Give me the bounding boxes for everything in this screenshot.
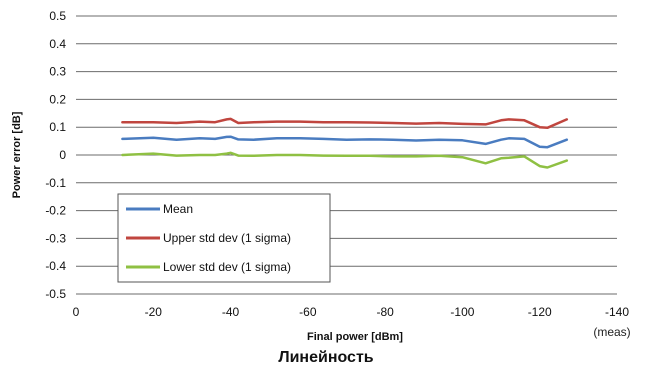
legend: Mean Upper std dev (1 sigma) Lower std d… xyxy=(117,193,331,283)
y-tick-label: 0.4 xyxy=(49,37,66,51)
x-tick-label: -80 xyxy=(376,305,394,319)
legend-label-upper: Upper std dev (1 sigma) xyxy=(163,231,291,245)
y-tick-label: 0.2 xyxy=(49,92,66,106)
y-tick-label: 0.5 xyxy=(49,9,66,23)
x-tick-label: -40 xyxy=(222,305,240,319)
y-tick-label: -0.2 xyxy=(45,204,66,218)
y-tick-label: 0.1 xyxy=(49,120,66,134)
x-tick-label: -20 xyxy=(145,305,163,319)
y-tick-label: -0.4 xyxy=(45,259,66,273)
x-tick-labels: 0 -20 -40 -60 -80 -100 -120 -140 xyxy=(73,305,630,319)
x-axis-note: (meas) xyxy=(593,325,630,339)
series-lines xyxy=(121,117,569,169)
figure-caption: Линейность xyxy=(278,349,373,366)
y-tick-label: -0.1 xyxy=(45,176,66,190)
x-tick-label: -60 xyxy=(299,305,317,319)
x-tick-label: 0 xyxy=(73,305,80,319)
legend-label-mean: Mean xyxy=(163,202,193,216)
series-line-1 xyxy=(121,117,569,130)
y-tick-labels: 0.5 0.4 0.3 0.2 0.1 0 -0.1 -0.2 -0.3 -0.4 -0.5 xyxy=(45,9,66,301)
y-tick-label: 0.3 xyxy=(49,65,66,79)
x-tick-label: -120 xyxy=(528,305,552,319)
y-tick-label: 0 xyxy=(59,148,66,162)
x-tick-label: -140 xyxy=(605,305,629,319)
y-axis-title: Power error [dB] xyxy=(11,111,23,198)
x-tick-label: -100 xyxy=(450,305,474,319)
x-axis-title: Final power [dBm] xyxy=(307,331,403,343)
series-line-0 xyxy=(121,135,569,149)
y-tick-label: -0.3 xyxy=(45,231,66,245)
y-tick-label: -0.5 xyxy=(45,287,66,301)
legend-label-lower: Lower std dev (1 sigma) xyxy=(163,260,291,274)
series-line-2 xyxy=(121,151,569,169)
